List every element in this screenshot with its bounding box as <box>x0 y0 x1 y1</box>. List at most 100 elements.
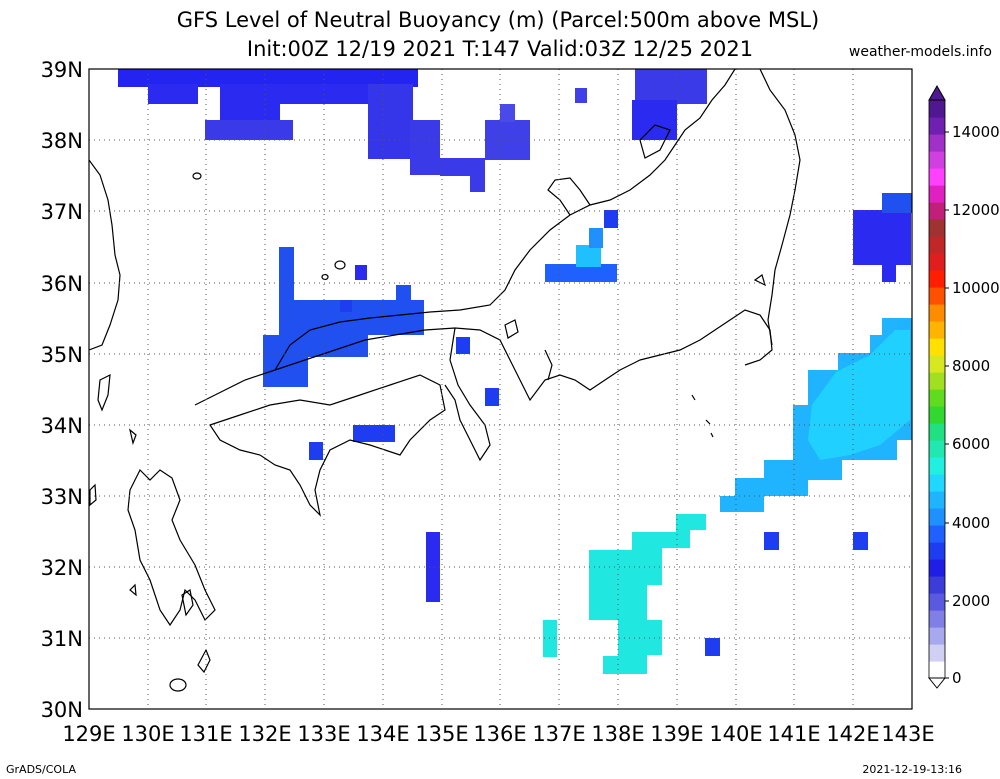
island <box>197 648 211 674</box>
colorbar-swatch <box>929 508 945 526</box>
lat-label: 30N <box>41 698 83 722</box>
colorbar-swatch <box>929 576 945 594</box>
kii-peninsula <box>444 327 491 462</box>
lon-label: 131E <box>179 722 232 746</box>
coastlines <box>89 69 801 692</box>
ise-bay <box>544 349 553 381</box>
lon-label: 130E <box>121 722 174 746</box>
colorbar-swatch <box>929 389 945 407</box>
colorbar-swatch <box>929 168 945 186</box>
honshu-south-coast <box>194 309 773 406</box>
colorbar-label: 8000 <box>952 357 990 375</box>
lnb-cell <box>456 337 470 354</box>
island <box>334 260 346 270</box>
lat-label: 39N <box>41 58 83 82</box>
lon-label: 140E <box>709 722 762 746</box>
lon-label: 134E <box>356 722 409 746</box>
lat-label: 36N <box>41 272 83 296</box>
lon-label: 136E <box>473 722 526 746</box>
colorbar-swatch <box>929 236 945 254</box>
lnb-cell <box>355 265 367 280</box>
lnb-cell <box>470 170 485 192</box>
lat-label: 33N <box>41 485 83 509</box>
lon-label: 139E <box>650 722 703 746</box>
lon-axis: 129E 130E 131E 132E 133E 134E 135E 136E … <box>62 722 934 746</box>
colorbar-swatch <box>929 610 945 628</box>
map-frame <box>88 68 913 710</box>
colorbar-label: 6000 <box>952 435 990 453</box>
lon-label: 132E <box>238 722 291 746</box>
lon-label: 143E <box>881 722 934 746</box>
lnb-cell <box>368 84 413 159</box>
colorbar-swatch <box>929 253 945 271</box>
island <box>705 419 711 425</box>
site-label: weather-models.info <box>848 44 992 60</box>
colorbar-swatch <box>929 406 945 424</box>
colorbar-swatch <box>929 559 945 577</box>
colorbar-swatch <box>929 100 945 118</box>
lon-label: 138E <box>591 722 644 746</box>
colorbar-label: 4000 <box>952 514 990 532</box>
island <box>504 319 519 339</box>
lnb-cell <box>635 69 707 104</box>
lnb-shading <box>118 69 912 674</box>
colorbar-frame <box>928 99 946 679</box>
footer-left: GrADS/COLA <box>6 763 76 776</box>
colorbar-swatch <box>929 270 945 288</box>
colorbar-swatch <box>929 525 945 543</box>
colorbar-bottom-arrow <box>927 677 947 689</box>
lnb-cell <box>485 388 499 406</box>
island <box>710 432 714 438</box>
colorbar-label: 14000 <box>952 123 1000 141</box>
colorbar-swatch <box>929 185 945 203</box>
island <box>129 583 137 597</box>
lnb-cell <box>118 69 418 87</box>
colorbar-swatch <box>929 661 945 679</box>
lnb-band-core <box>808 330 910 460</box>
island <box>192 172 202 180</box>
colorbar-swatch <box>929 134 945 152</box>
lnb-cell <box>764 532 779 550</box>
colorbar-swatch <box>929 151 945 169</box>
gridlines <box>89 69 912 709</box>
island <box>181 589 194 617</box>
lnb-cell <box>589 228 603 248</box>
lnb-cell <box>220 84 280 124</box>
lat-axis: 30N 31N 32N 33N 34N 35N 36N 37N 38N 39N <box>41 58 83 722</box>
footer-right: 2021-12-19-13:16 <box>862 763 962 776</box>
colorbar-swatch <box>929 355 945 373</box>
lnb-cell <box>148 84 198 104</box>
colorbar-swatch <box>929 287 945 305</box>
lon-label: 142E <box>826 722 879 746</box>
lnb-cell <box>309 442 323 460</box>
shikoku-coast <box>209 374 446 517</box>
kyushu-coast <box>127 468 216 627</box>
colorbar-swatch <box>929 423 945 441</box>
honshu-north-coast <box>274 69 736 371</box>
colorbar-swatch <box>929 117 945 135</box>
colorbar-swatch <box>929 644 945 662</box>
colorbar-swatch <box>929 627 945 645</box>
colorbar-swatch <box>929 304 945 322</box>
colorbar-label: 10000 <box>952 279 1000 297</box>
colorbar-swatch <box>929 372 945 390</box>
lnb-cell <box>485 120 530 160</box>
lat-label: 37N <box>41 200 83 224</box>
island <box>169 678 187 692</box>
title-line-1: GFS Level of Neutral Buoyancy (m) (Parce… <box>176 8 820 32</box>
colorbar-swatch <box>929 440 945 458</box>
lon-label: 133E <box>297 722 350 746</box>
colorbar-label: 12000 <box>952 201 1000 219</box>
lnb-cell <box>545 264 617 282</box>
lnb-cell <box>426 532 440 602</box>
lnb-cell <box>705 638 720 656</box>
lnb-cell <box>576 245 601 267</box>
lnb-cell <box>410 120 440 175</box>
colorbar-top-arrow <box>928 84 946 101</box>
lat-label: 31N <box>41 627 83 651</box>
noto-peninsula <box>547 177 591 216</box>
colorbar-label: 0 <box>952 669 962 687</box>
lnb-cell <box>500 104 515 122</box>
colorbar-labels: 0 2000 4000 6000 8000 10000 12000 14000 <box>952 123 1000 687</box>
